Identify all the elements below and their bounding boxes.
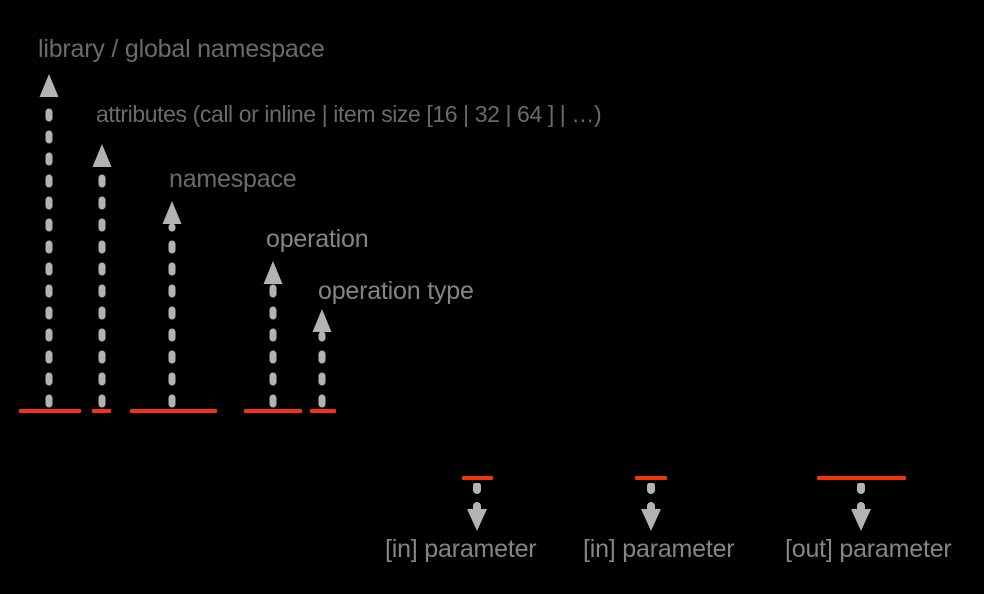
code-underline xyxy=(19,409,81,413)
in-parameter-2-label: [in] parameter xyxy=(583,535,735,563)
namespace-label: namespace xyxy=(169,165,297,193)
down-arrow-icon xyxy=(467,483,487,531)
code-underline xyxy=(244,409,302,413)
operation-label: operation xyxy=(266,225,369,253)
code-underline xyxy=(92,409,111,413)
code-underline xyxy=(130,409,217,413)
out-parameter-label: [out] parameter xyxy=(785,535,952,563)
up-arrow-icon xyxy=(92,144,112,408)
up-arrow-icon xyxy=(263,261,283,408)
operation-type-label: operation type xyxy=(318,277,474,305)
attributes-label: attributes (call or inline | item size [… xyxy=(96,101,602,127)
down-arrow-icon xyxy=(851,483,871,531)
code-underline xyxy=(310,409,336,413)
in-parameter-1-label: [in] parameter xyxy=(385,535,537,563)
code-underline xyxy=(635,476,667,480)
down-arrow-icon xyxy=(641,483,661,531)
code-underline xyxy=(462,476,493,480)
library-global-namespace-label: library / global namespace xyxy=(38,35,325,63)
up-arrow-icon xyxy=(162,201,182,408)
up-arrow-icon xyxy=(312,309,332,408)
up-arrow-icon xyxy=(39,74,59,408)
code-underline xyxy=(817,476,906,480)
